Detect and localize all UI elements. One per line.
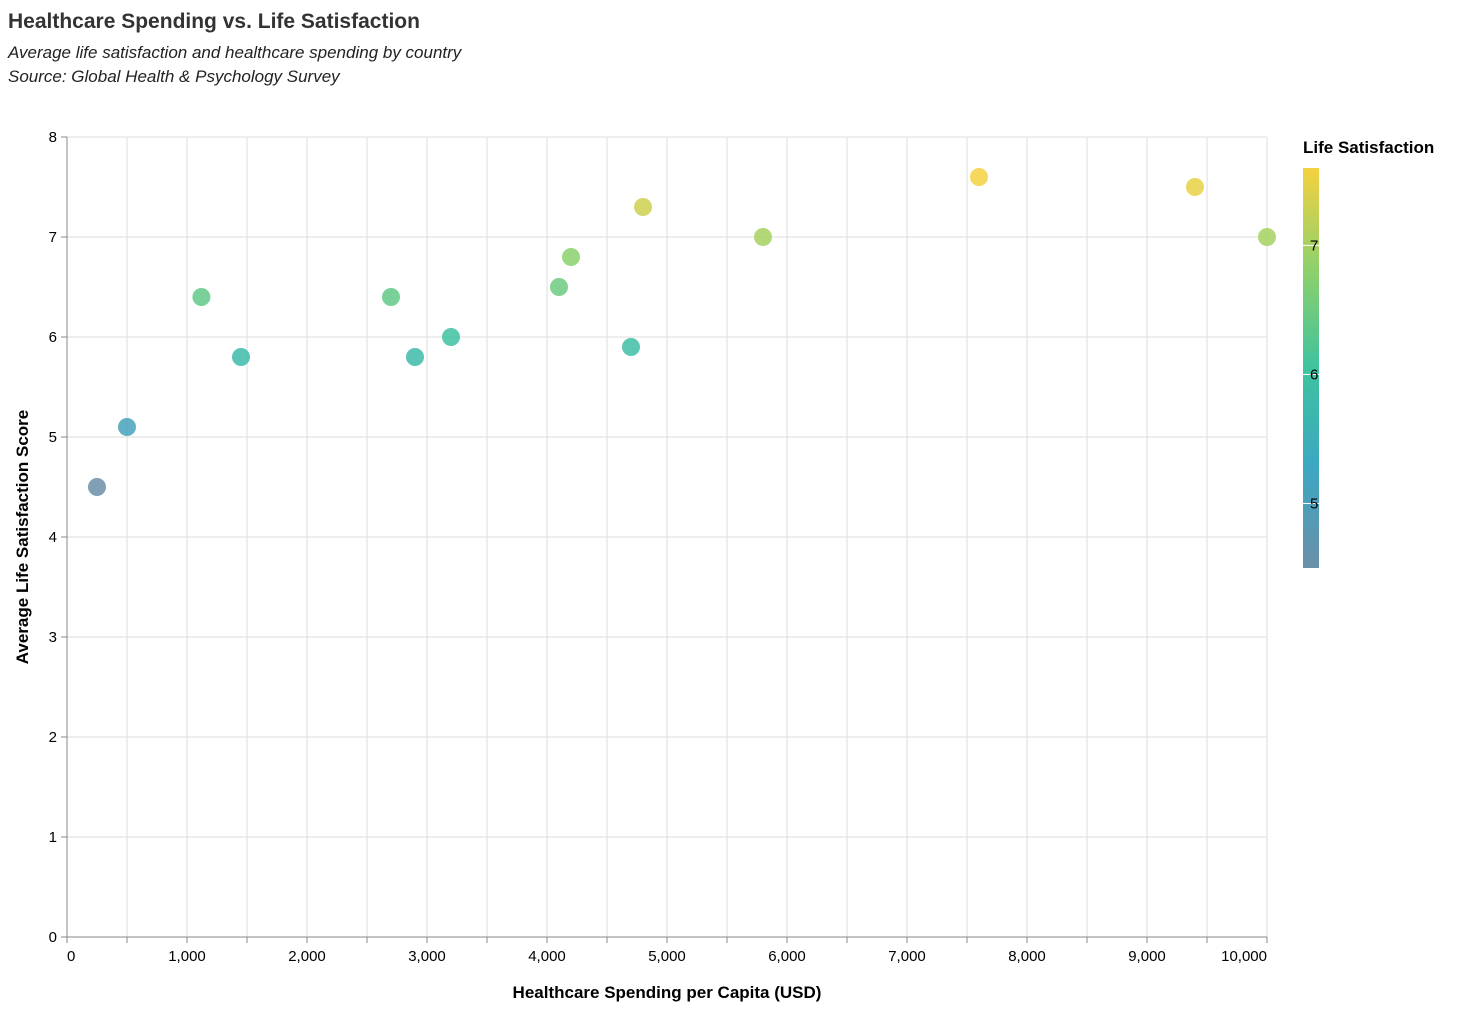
chart-subtitle-line-2: Source: Global Health & Psychology Surve… [8, 67, 341, 86]
x-tick-label: 5,000 [648, 948, 686, 965]
y-tick-label: 6 [49, 329, 57, 346]
legend-tick-label: 6 [1310, 366, 1318, 383]
legend-tick-label: 7 [1310, 237, 1318, 254]
chart-title: Healthcare Spending vs. Life Satisfactio… [8, 10, 420, 33]
scatter-point [382, 288, 400, 306]
x-axis-title: Healthcare Spending per Capita (USD) [513, 983, 822, 1002]
y-tick-label: 1 [49, 829, 57, 846]
scatter-point [118, 418, 136, 436]
legend-tick-label: 5 [1310, 495, 1318, 512]
scatter-point [192, 288, 211, 306]
y-axis-title: Average Life Satisfaction Score [13, 410, 32, 664]
legend-ticks: 5 6 7 [1303, 237, 1319, 512]
x-tick-label: 3,000 [408, 948, 446, 965]
scatter-point [622, 338, 640, 356]
x-tick-label: 6,000 [768, 948, 806, 965]
scatter-point [88, 478, 106, 496]
x-tick-label: 4,000 [528, 948, 566, 965]
scatter-point [1186, 178, 1204, 196]
y-tick-label: 3 [49, 629, 57, 646]
scatter-point [232, 348, 250, 366]
y-tick-label: 5 [49, 429, 57, 446]
x-tick-label: 0 [67, 948, 75, 965]
x-tick-label: 1,000 [168, 948, 206, 965]
legend-color-bar [1303, 168, 1319, 568]
x-tick-label: 8,000 [1008, 948, 1046, 965]
axes: 0 1,000 2,000 3,000 4,000 5,000 6,000 7,000 8,00… [49, 129, 1268, 965]
chart-subtitle-line-1: Average life satisfaction and healthcare… [7, 43, 463, 62]
legend-title: Life Satisfaction [1303, 138, 1434, 157]
scatter-point [550, 278, 568, 296]
x-tick-label: 9,000 [1128, 948, 1166, 965]
x-tick-label: 2,000 [288, 948, 326, 965]
grid [66, 136, 1268, 938]
data-points [88, 168, 1276, 496]
scatter-point [562, 248, 580, 266]
y-tick-label: 0 [49, 929, 57, 946]
y-tick-label: 7 [49, 229, 57, 246]
color-legend: Life Satisfaction 5 6 7 [1303, 138, 1434, 568]
scatter-point [754, 228, 772, 246]
scatter-point [970, 168, 988, 186]
y-tick-label: 2 [49, 729, 57, 746]
scatter-point [406, 348, 424, 366]
x-tick-label: 7,000 [888, 948, 926, 965]
scatter-point [442, 328, 460, 346]
y-tick-label: 4 [49, 529, 57, 546]
scatter-point [1258, 228, 1276, 246]
x-tick-label: 10,000 [1221, 948, 1267, 965]
scatter-point [634, 198, 652, 216]
y-tick-label: 8 [49, 129, 57, 146]
